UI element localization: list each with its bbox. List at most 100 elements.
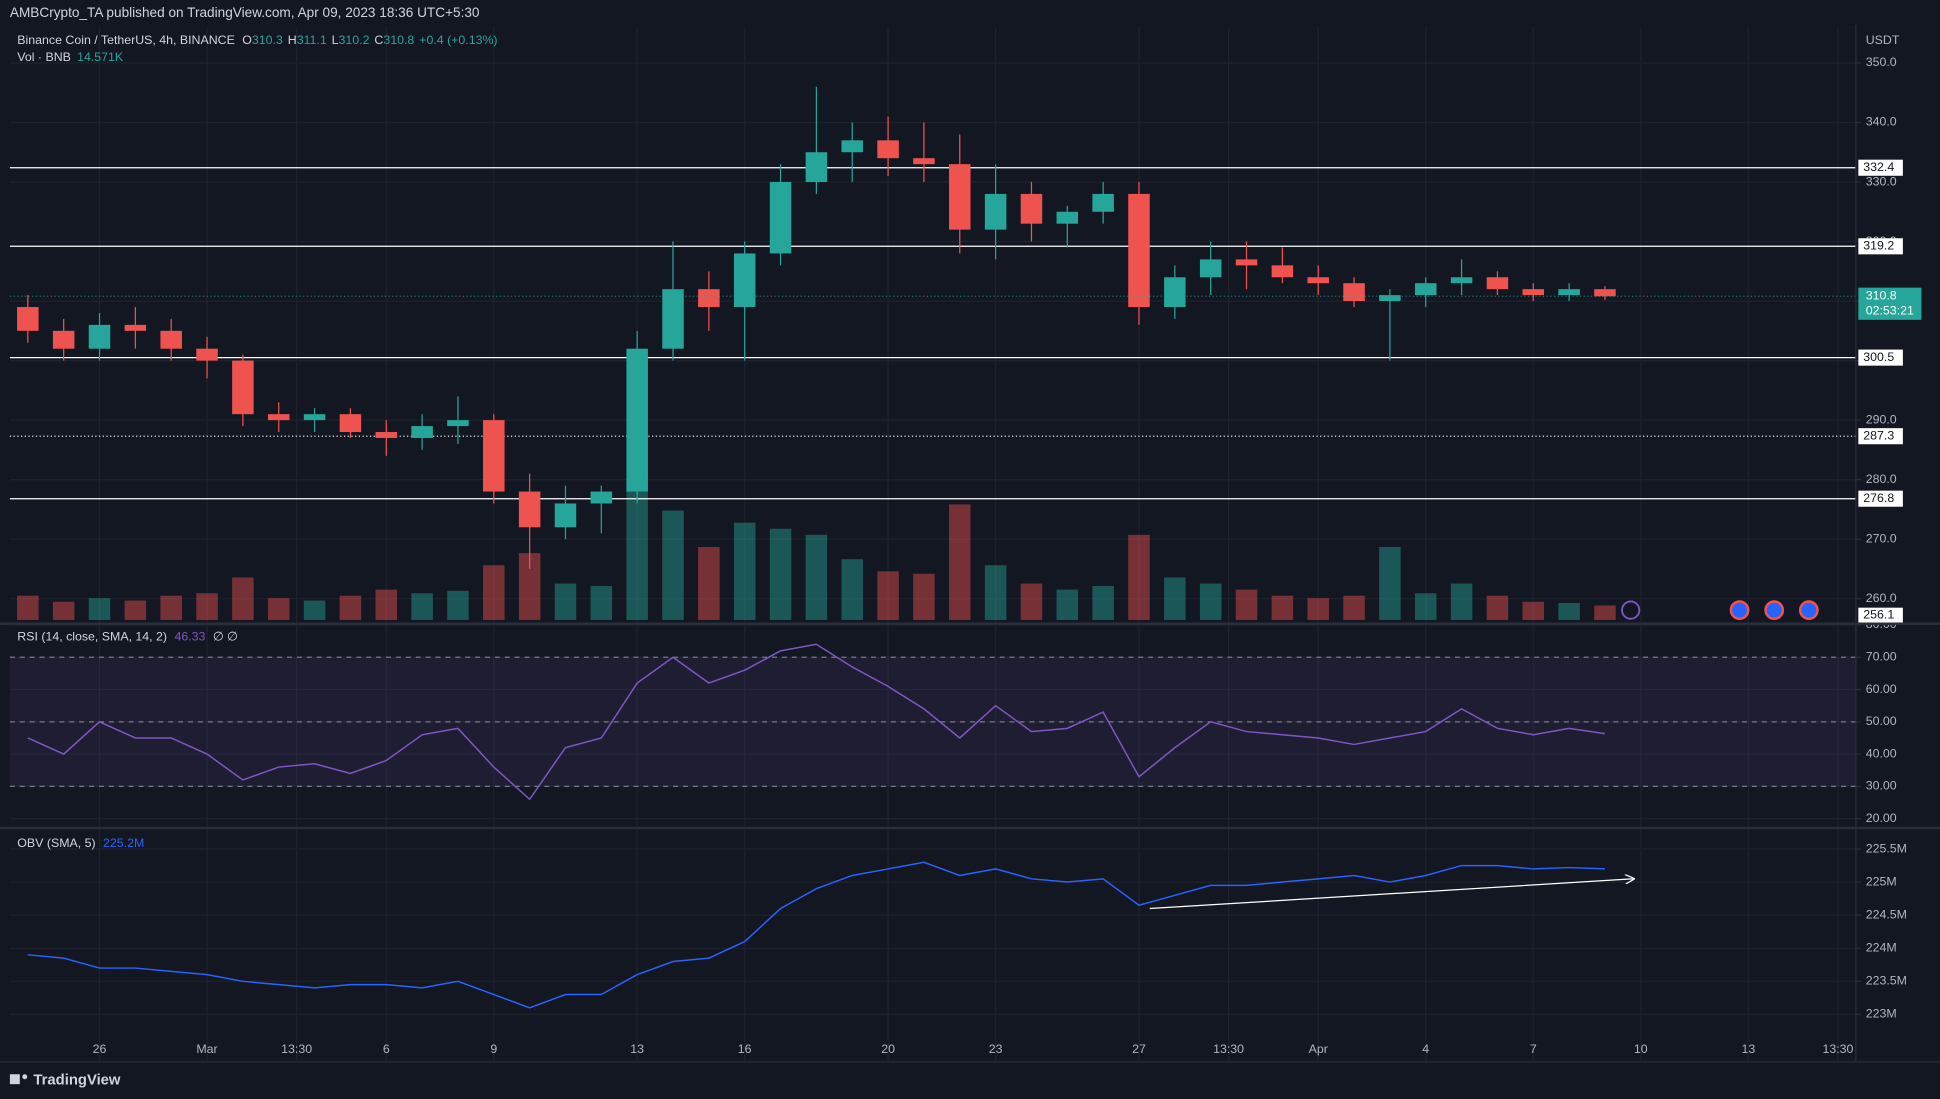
volume-bar — [1020, 583, 1043, 621]
candle-body — [1199, 259, 1222, 278]
volume-bar — [841, 559, 863, 621]
y-tick-label: 225M — [1866, 874, 1897, 888]
level-label-box — [1858, 349, 1903, 366]
x-tick-label: 7 — [1530, 1042, 1537, 1056]
x-tick-label: 13:30 — [1213, 1042, 1244, 1056]
candle-body — [733, 253, 756, 308]
level-label-box — [1858, 428, 1903, 445]
volume-bar — [339, 595, 362, 621]
volume-bar — [590, 585, 613, 621]
publisher-bar — [0, 0, 1940, 25]
publisher: AMBCrypto_TA published on TradingView.co… — [10, 5, 480, 20]
x-tick-label: Apr — [1309, 1042, 1328, 1056]
candle-body — [769, 182, 792, 254]
indicator-line — [27, 643, 1606, 801]
ohlc-label: C — [374, 33, 383, 47]
candle-body — [303, 414, 326, 421]
axis-marker-label: 256.1 — [1863, 607, 1894, 621]
y-tick-label: 260.0 — [1866, 591, 1897, 605]
candle-body — [1164, 277, 1186, 308]
volume-bar — [232, 577, 254, 621]
candle-body — [805, 152, 828, 183]
ohlc-label: O — [242, 33, 252, 47]
brand-logo — [9, 1074, 28, 1085]
candle-body — [913, 158, 935, 165]
volume-bar — [1271, 595, 1294, 621]
candle-body — [1343, 283, 1365, 302]
x-tick-label: 20 — [881, 1042, 895, 1056]
volume-bar — [1343, 595, 1365, 621]
volume-bar — [733, 522, 756, 621]
x-tick-label: 10 — [1634, 1042, 1648, 1056]
candle-body — [1128, 193, 1150, 308]
volume-bar — [17, 595, 39, 621]
x-tick-label: 27 — [1132, 1042, 1146, 1056]
volume-bar — [554, 583, 577, 621]
y-tick-label: 223M — [1866, 1007, 1897, 1021]
volume-bar — [984, 565, 1007, 621]
volume-bar — [1199, 583, 1222, 621]
candle-body — [124, 324, 147, 331]
candle-body — [1092, 193, 1114, 212]
level-label: 287.3 — [1863, 428, 1894, 442]
level-label-box — [1858, 159, 1903, 176]
volume-bar — [1379, 547, 1401, 621]
axis-marker-box — [1858, 607, 1903, 623]
candle-body — [375, 432, 398, 438]
y-tick-label: 70.00 — [1866, 650, 1897, 664]
obv-value: 225.2M — [103, 836, 144, 850]
ohlc-value: 311.1 — [297, 33, 327, 47]
legend: Binance Coin / TetherUS, 4h, BINANCE O310… — [17, 33, 497, 47]
candle-body — [1558, 289, 1580, 296]
candle-body — [590, 491, 613, 504]
x-tick-label: 23 — [989, 1042, 1003, 1056]
volume-title: Vol · BNB — [17, 50, 71, 64]
candle-body — [698, 289, 720, 308]
volume-bar — [1594, 605, 1616, 621]
y-tick-label: 290.0 — [1866, 412, 1897, 426]
x-tick-label: 13:30 — [1822, 1042, 1853, 1056]
volume-bar — [662, 510, 684, 621]
x-tick-label: 9 — [490, 1042, 497, 1056]
volume-bar — [375, 589, 398, 621]
candle-body — [1450, 277, 1473, 284]
x-tick-label: 13:30 — [281, 1042, 312, 1056]
volume-bar — [769, 528, 792, 621]
candle-body — [88, 324, 111, 349]
volume-bar — [518, 553, 541, 621]
candle-body — [554, 503, 577, 528]
rsi-title: RSI (14, close, SMA, 14, 2) — [17, 630, 167, 644]
volume-bar — [805, 534, 828, 621]
candle-body — [518, 491, 541, 528]
candle-body — [1594, 289, 1616, 297]
volume-bar — [1307, 598, 1329, 621]
rsi-legend: RSI (14, close, SMA, 14, 2) 46.33 ∅ ∅ — [17, 630, 237, 644]
brand: TradingView — [33, 1072, 121, 1088]
volume-value: 14.571K — [77, 50, 124, 64]
y-tick-label: 40.00 — [1866, 746, 1897, 760]
volume-bar — [1235, 589, 1258, 621]
level-label-box — [1858, 238, 1903, 255]
candle-body — [1056, 211, 1079, 224]
x-tick-label: 6 — [383, 1042, 390, 1056]
last-price-box — [1858, 287, 1922, 320]
candle-body — [626, 348, 648, 492]
volume-bar — [1164, 577, 1186, 621]
y-tick-label: 60.00 — [1866, 682, 1897, 696]
volume-bar — [1092, 585, 1114, 621]
volume-bar — [52, 601, 75, 621]
rsi-extra: ∅ ∅ — [213, 630, 238, 644]
ohlc-label: H — [288, 33, 297, 47]
volume-legend: Vol · BNB 14.571K — [17, 50, 124, 64]
candle-body — [483, 420, 505, 492]
ohlc-label: L — [332, 33, 339, 47]
candle-body — [1235, 259, 1258, 266]
candle-body — [1307, 277, 1329, 284]
volume-bar — [483, 565, 505, 621]
x-tick-label: 26 — [93, 1042, 107, 1056]
x-tick-label: 13 — [1741, 1042, 1755, 1056]
candle-body — [949, 164, 971, 230]
volume-bar — [1486, 595, 1509, 621]
candle-body — [339, 414, 362, 433]
